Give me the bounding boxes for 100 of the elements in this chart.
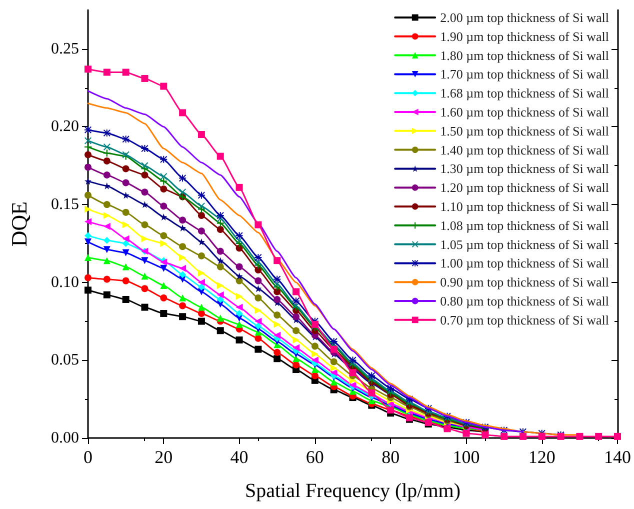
point: [236, 320, 243, 328]
point: [160, 213, 168, 220]
x-axis-title: Spatial Frequency (lp/mm): [244, 480, 461, 502]
point: [179, 294, 186, 302]
x-tick-label: 80: [382, 447, 400, 467]
point: [103, 257, 110, 264]
point: [141, 74, 148, 82]
legend-label: 1.20 µm top thickness of Si wall: [440, 180, 610, 196]
point: [216, 291, 224, 298]
point: [141, 272, 148, 280]
legend-label: 1.40 µm top thickness of Si wall: [440, 142, 610, 158]
point: [236, 292, 243, 300]
point: [122, 277, 130, 284]
point: [122, 235, 130, 242]
point: [179, 243, 186, 250]
point: [122, 165, 130, 172]
legend-label: 1.05 µm top thickness of Si wall: [440, 236, 610, 252]
point: [103, 291, 110, 298]
point: [122, 136, 130, 143]
point: [179, 109, 186, 116]
point: [274, 348, 281, 356]
point: [292, 355, 300, 362]
point: [198, 212, 205, 219]
point: [84, 254, 92, 261]
point: [198, 278, 205, 286]
point: [160, 178, 168, 185]
point: [198, 284, 205, 291]
legend-label: 0.80 µm top thickness of Si wall: [440, 294, 610, 308]
point: [216, 263, 224, 270]
point: [216, 314, 224, 322]
point: [198, 310, 205, 317]
point: [122, 68, 130, 76]
legend-label: 1.70 µm top thickness of Si wall: [440, 66, 610, 82]
point: [122, 296, 130, 303]
y-tick-label: 0.25: [51, 40, 79, 58]
legend-label: 1.60 µm top thickness of Si wall: [440, 104, 610, 120]
point: [141, 188, 148, 196]
point: [141, 235, 148, 242]
point: [216, 152, 224, 160]
point: [274, 296, 281, 303]
point: [198, 202, 205, 210]
point: [236, 263, 243, 270]
point: [311, 350, 318, 358]
point: [179, 224, 186, 232]
point: [103, 129, 110, 136]
point: [292, 336, 300, 344]
legend-label: 1.90 µm top thickness of Si wall: [440, 28, 610, 44]
point: [292, 344, 300, 352]
point: [236, 304, 243, 311]
point: [274, 257, 281, 264]
legend-label: 1.30 µm top thickness of Si wall: [440, 161, 610, 176]
point: [254, 277, 262, 284]
x-tick-label: 40: [230, 447, 248, 467]
point: [216, 282, 224, 289]
point: [311, 372, 318, 380]
point: [330, 364, 338, 372]
point: [160, 202, 168, 210]
legend-label: 1.08 µm top thickness of Si wall: [440, 218, 610, 233]
point: [84, 66, 92, 73]
point: [141, 257, 148, 264]
point: [198, 131, 205, 138]
point: [254, 346, 262, 353]
x-tick-label: 140: [604, 447, 631, 467]
point: [216, 220, 224, 227]
point: [254, 318, 262, 325]
point: [274, 288, 281, 296]
legend-label: 0.90 µm top thickness of Si wall: [440, 274, 610, 290]
point: [103, 236, 110, 244]
point: [254, 221, 262, 228]
point: [292, 313, 300, 320]
legend-label: 1.50 µm top thickness of Si wall: [440, 123, 610, 138]
point: [292, 288, 300, 296]
point: [198, 252, 205, 260]
point: [103, 150, 110, 157]
point: [198, 318, 205, 325]
point: [103, 68, 110, 76]
point: [160, 294, 168, 302]
point: [216, 296, 224, 303]
point: [122, 221, 130, 228]
point: [84, 178, 92, 185]
x-tick-label: 20: [154, 447, 173, 467]
point: [500, 432, 508, 440]
x-tick-label: 120: [528, 447, 556, 467]
point: [311, 356, 318, 364]
point: [595, 432, 602, 440]
point: [576, 432, 584, 440]
point: [84, 286, 92, 294]
point: [330, 358, 338, 366]
point: [84, 192, 92, 199]
point: [198, 270, 205, 277]
point: [103, 201, 110, 208]
point: [160, 264, 168, 272]
point: [103, 157, 110, 164]
point: [179, 174, 186, 182]
point: [482, 431, 489, 438]
point: [538, 432, 546, 440]
y-axis-title: DQE: [6, 201, 32, 247]
point: [122, 249, 130, 256]
point: [216, 248, 224, 255]
point: [160, 232, 168, 240]
